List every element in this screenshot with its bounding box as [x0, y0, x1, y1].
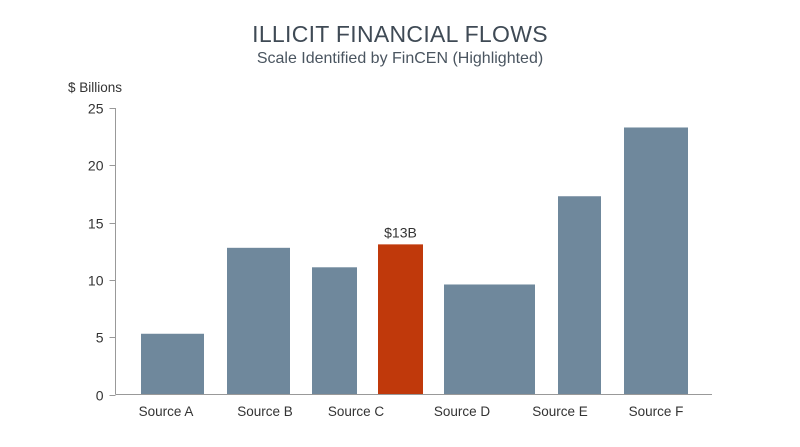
- y-tick-label: 10: [88, 273, 104, 289]
- x-tick-label: Source F: [629, 404, 684, 419]
- x-tick-label: Source A: [139, 404, 194, 419]
- y-tick-label: 20: [88, 158, 104, 174]
- y-tick-label: 25: [88, 101, 104, 117]
- bar: [312, 267, 357, 395]
- x-tick-label: Source E: [532, 404, 588, 419]
- x-tick-label: Source D: [434, 404, 491, 419]
- bar: [227, 247, 290, 395]
- bar-highlighted: [378, 244, 423, 395]
- y-tick-label: 15: [88, 216, 104, 232]
- chart-subtitle: Scale Identified by FinCEN (Highlighted): [256, 50, 544, 67]
- bar: [444, 284, 535, 395]
- y-tick-label: 0: [96, 388, 104, 404]
- y-tick-label: 5: [96, 330, 104, 346]
- chart-title: ILLICIT FINANCIAL FLOWS: [252, 21, 548, 47]
- bar: [141, 333, 204, 395]
- y-axis-label: $ Billions: [68, 80, 123, 95]
- x-tick-label: Source B: [237, 404, 293, 419]
- data-label: $13B: [384, 224, 417, 240]
- bar: [624, 127, 688, 395]
- x-tick-label: Source C: [328, 404, 385, 419]
- bar: [558, 196, 601, 395]
